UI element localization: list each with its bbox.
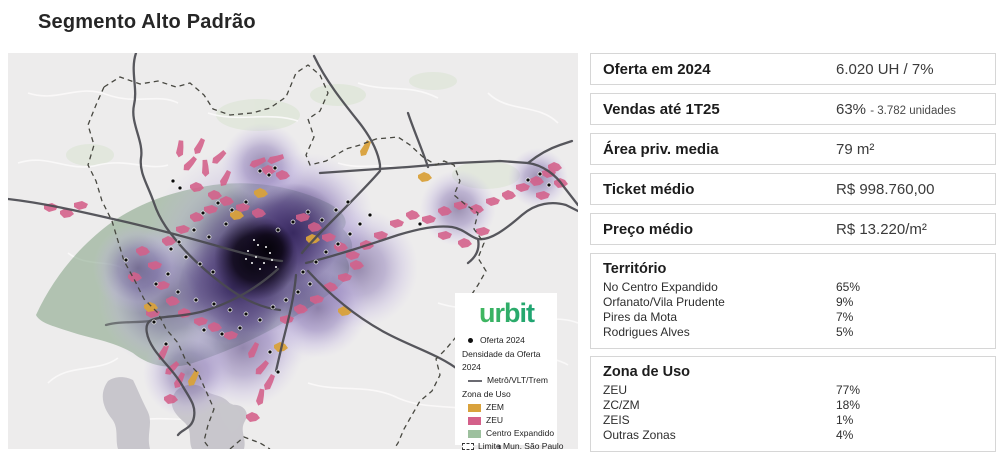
legend-zem-label: ZEM (486, 402, 504, 412)
metric-label: Oferta em 2024 (603, 60, 711, 78)
section-zona-de-uso: Zona de Uso ZEU 77% ZC/ZM 18% ZEIS 1% Ou… (590, 356, 996, 452)
row-value: 7% (836, 310, 854, 324)
legend-zona-heading: Zona de Uso (462, 389, 511, 399)
row-label: ZEU (603, 383, 627, 397)
zona-row: Outras Zonas 4% (603, 428, 983, 443)
metric-label: Preço médio (603, 220, 694, 238)
row-value: 65% (836, 280, 861, 294)
legend-zeu-label: ZEU (486, 415, 503, 425)
metric-value: 79 m² (836, 140, 875, 158)
metric-oferta-2024: Oferta em 2024 6.020 UH / 7% (590, 53, 996, 85)
row-value: 9% (836, 295, 854, 309)
metric-preco-medio: Preço médio R$ 13.220/m² (590, 213, 996, 245)
territorio-row: No Centro Expandido 65% (603, 280, 983, 295)
page-title: Segmento Alto Padrão (38, 11, 256, 33)
oferta-dots-core (245, 239, 277, 270)
row-label: ZC/ZM (603, 398, 640, 412)
zem-swatch-icon (468, 403, 481, 412)
row-value: 4% (836, 428, 854, 442)
row-label: Pires da Mota (603, 310, 678, 324)
metric-value-note: - 3.782 unidades (870, 104, 956, 117)
oferta-dot-icon (468, 338, 473, 343)
metric-label: Ticket médio (603, 180, 695, 198)
metric-label: Área priv. media (603, 140, 719, 158)
legend-centro: Centro Expandido (468, 427, 555, 440)
legend-metro: Metrô/VLT/Trem (468, 374, 551, 387)
metric-value: R$ 998.760,00 (836, 180, 935, 198)
row-label: No Centro Expandido (603, 280, 718, 294)
row-value: 1% (836, 413, 854, 427)
row-label: Outras Zonas (603, 428, 676, 442)
legend-oferta: Oferta 2024 (462, 334, 551, 347)
metric-label: Vendas até 1T25 (603, 100, 720, 118)
legend-zeu: ZEU (468, 414, 551, 427)
map-legend: urbit Oferta 2024 Densidade da Oferta 20… (455, 293, 564, 451)
metric-area-priv: Área priv. media 79 m² (590, 133, 996, 165)
oferta-dots (123, 165, 552, 375)
road-lines (17, 82, 578, 424)
zeu-swatch-icon (468, 416, 481, 425)
municipal-boundary (87, 64, 487, 449)
rail-lines (8, 53, 578, 449)
metric-vendas-1t25: Vendas até 1T25 63% - 3.782 unidades (590, 93, 996, 125)
zona-row: ZEU 77% (603, 383, 983, 398)
legend-oferta-label: Oferta 2024 (480, 335, 525, 345)
row-label: Orfanato/Vila Prudente (603, 295, 725, 309)
territorio-row: Orfanato/Vila Prudente 9% (603, 295, 983, 310)
legend-limite: Limite Mun. São Paulo (462, 440, 564, 453)
legend-limite-label: Limite Mun. São Paulo (478, 441, 564, 451)
content-row: urbit Oferta 2024 Densidade da Oferta 20… (8, 53, 996, 459)
row-label: Rodrigues Alves (603, 325, 690, 339)
metric-value: 63% - 3.782 unidades (836, 101, 956, 118)
map-canvas (8, 53, 578, 449)
legend-centro-label: Centro Expandido (486, 428, 555, 438)
territorio-row: Pires da Mota 7% (603, 310, 983, 325)
row-value: 5% (836, 325, 854, 339)
metric-value: R$ 13.220/m² (836, 220, 927, 238)
territorio-row: Rodrigues Alves 5% (603, 325, 983, 340)
limite-swatch-icon (462, 443, 474, 450)
zona-row: ZC/ZM 18% (603, 398, 983, 413)
metric-value-main: 63% (836, 100, 867, 118)
row-value: 77% (836, 383, 861, 397)
park-areas (66, 72, 520, 189)
centro-swatch-icon (468, 429, 481, 438)
rail-line-icon (468, 379, 482, 382)
zona-row: ZEIS 1% (603, 413, 983, 428)
section-title: Território (603, 261, 667, 277)
row-label: ZEIS (603, 413, 630, 427)
section-territorio: Território No Centro Expandido 65% Orfan… (590, 253, 996, 349)
metric-value: 6.020 UH / 7% (836, 60, 934, 78)
urbit-logo: urbit (462, 297, 551, 329)
legend-zem: ZEM (468, 401, 551, 414)
metric-ticket-medio: Ticket médio R$ 998.760,00 (590, 173, 996, 205)
map: urbit Oferta 2024 Densidade da Oferta 20… (8, 53, 578, 451)
section-title: Zona de Uso (603, 364, 691, 380)
legend-metro-label: Metrô/VLT/Trem (487, 375, 548, 385)
stats-panel: Oferta em 2024 6.020 UH / 7% Vendas até … (590, 53, 996, 459)
legend-densidade-label: Densidade da Oferta 2024 (462, 349, 541, 372)
row-value: 18% (836, 398, 861, 412)
